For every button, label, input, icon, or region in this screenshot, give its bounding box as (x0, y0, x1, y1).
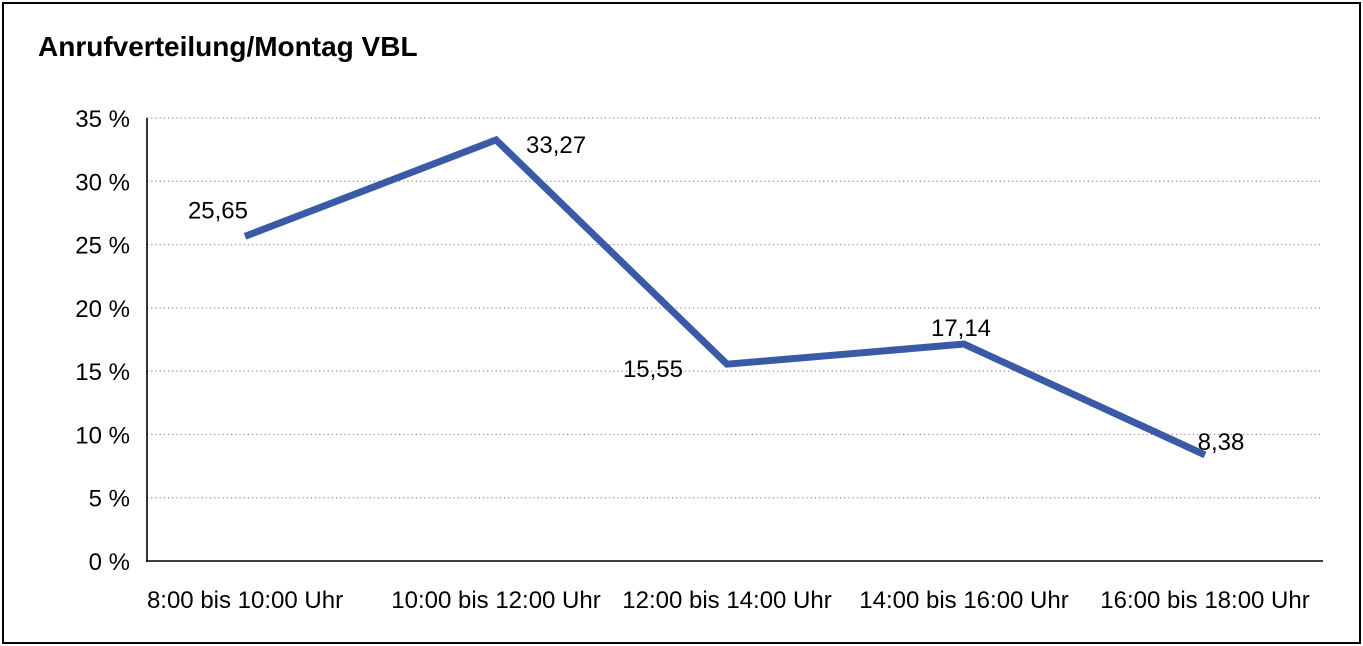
data-point-label: 33,27 (526, 132, 586, 159)
chart-title: Anrufverteilung/Montag VBL (38, 31, 418, 62)
y-tick-label: 30 % (75, 169, 130, 196)
x-axis-category-labels: 8:00 bis 10:00 Uhr 10:00 bis 12:00 Uhr 12:… (147, 587, 1310, 614)
data-point-labels: 25,65 33,27 15,55 17,14 8,38 (188, 132, 1244, 456)
y-tick-label: 15 % (75, 359, 130, 386)
y-tick-label: 5 % (89, 486, 130, 513)
gridlines (147, 117, 1323, 499)
x-category-label: 12:00 bis 14:00 Uhr (622, 587, 831, 614)
x-category-label: 16:00 bis 18:00 Uhr (1100, 587, 1309, 614)
x-category-label: 8:00 bis 10:00 Uhr (147, 587, 343, 614)
y-tick-label: 35 % (75, 106, 130, 133)
data-point-label: 25,65 (188, 197, 248, 224)
data-point-label: 8,38 (1198, 429, 1245, 456)
y-tick-label: 25 % (75, 233, 130, 260)
x-category-label: 14:00 bis 16:00 Uhr (859, 587, 1068, 614)
y-tick-label: 20 % (75, 296, 130, 323)
y-tick-label: 10 % (75, 422, 130, 449)
y-tick-label: 0 % (89, 549, 130, 576)
data-point-label: 17,14 (931, 315, 991, 342)
data-series-line (243, 135, 1207, 459)
data-point-label: 15,55 (623, 356, 683, 383)
y-axis-tick-labels: 0 % 5 % 10 % 15 % 20 % 25 % 30 % 35 % (75, 106, 130, 576)
x-category-label: 10:00 bis 12:00 Uhr (391, 587, 600, 614)
